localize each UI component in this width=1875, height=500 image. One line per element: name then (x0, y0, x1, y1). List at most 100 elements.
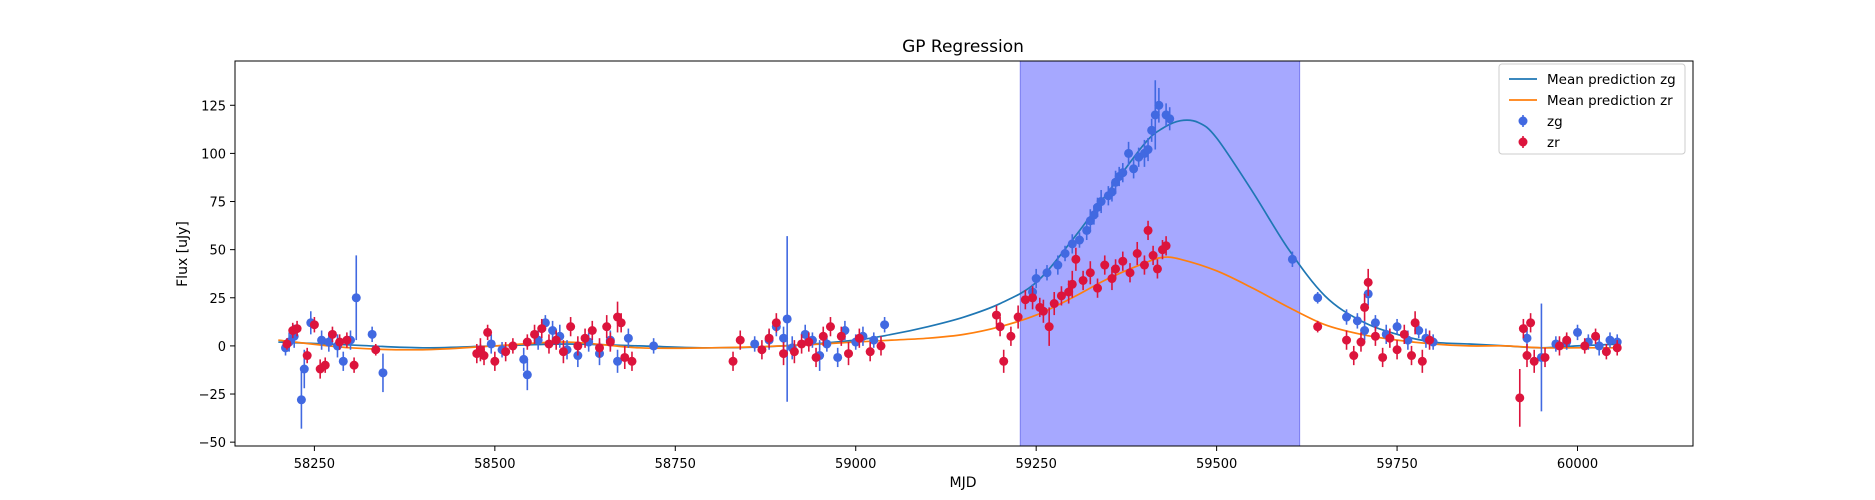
point-zg-7 (324, 337, 334, 347)
point-zr-84 (1342, 335, 1352, 345)
point-zr-44 (804, 337, 814, 347)
legend-label-1: Mean prediction zr (1547, 93, 1673, 109)
point-zr-11 (371, 345, 381, 355)
point-zr-80 (1152, 264, 1162, 274)
series-zr (282, 220, 1622, 427)
point-zr-15 (483, 327, 493, 337)
point-zr-100 (1522, 351, 1532, 361)
point-zg-6 (317, 335, 327, 345)
point-zr-95 (1410, 318, 1420, 328)
point-zg-53 (1074, 235, 1084, 245)
point-zr-55 (999, 356, 1009, 366)
point-zr-39 (764, 333, 774, 343)
point-zr-86 (1356, 337, 1366, 347)
point-zr-92 (1392, 345, 1402, 355)
point-zg-76 (1342, 312, 1352, 322)
point-zg-52 (1067, 239, 1077, 249)
point-zr-58 (1020, 295, 1030, 305)
point-zr-30 (602, 322, 612, 332)
point-zr-48 (836, 331, 846, 341)
point-zr-83 (1313, 322, 1323, 332)
point-zr-41 (779, 349, 789, 359)
legend-box (1498, 63, 1686, 155)
point-zr-27 (580, 333, 590, 343)
point-zr-20 (530, 329, 540, 339)
point-zr-25 (566, 322, 576, 332)
point-zr-62 (1044, 322, 1054, 332)
point-zr-76 (1132, 249, 1142, 258)
point-zr-26 (573, 341, 583, 351)
point-zr-23 (551, 335, 561, 345)
point-zr-71 (1100, 260, 1110, 270)
point-zg-34 (779, 333, 789, 343)
point-zr-53 (991, 310, 1001, 320)
point-zg-21 (548, 326, 558, 335)
y-axis-label: Flux [uJy] (175, 221, 191, 287)
point-zg-28 (613, 356, 623, 366)
y-tick-label-0: 0 (218, 340, 226, 355)
point-zr-61 (1038, 306, 1048, 316)
point-zr-73 (1111, 264, 1121, 274)
legend-label-0: Mean prediction zg (1547, 72, 1676, 88)
point-zr-85 (1349, 351, 1359, 361)
x-axis-label: MJD (950, 475, 977, 491)
point-zg-77 (1352, 316, 1362, 326)
series-zg (281, 80, 1622, 429)
point-zr-18 (508, 341, 518, 351)
point-zg-60 (1107, 187, 1117, 197)
legend-marker-2 (1518, 116, 1528, 126)
point-zr-102 (1529, 356, 1539, 366)
point-zg-46 (880, 320, 890, 330)
point-zr-78 (1143, 225, 1153, 235)
point-zg-30 (649, 341, 659, 351)
point-zg-4 (299, 364, 309, 374)
point-zg-63 (1118, 168, 1128, 178)
point-zr-75 (1125, 268, 1135, 278)
point-zg-78 (1360, 326, 1370, 335)
point-zr-66 (1067, 279, 1077, 289)
point-zr-72 (1107, 274, 1117, 284)
point-zr-57 (1013, 312, 1023, 322)
point-zr-64 (1056, 291, 1066, 301)
point-zr-52 (876, 341, 886, 351)
series-line-zg (278, 119, 1621, 349)
x-tick-label-58250: 58250 (294, 457, 335, 472)
point-zg-15 (486, 339, 496, 349)
chart-title: GP Regression (902, 37, 1024, 57)
point-zg-75 (1313, 293, 1323, 303)
axes-frame (234, 60, 1694, 447)
point-zg-91 (1573, 327, 1583, 337)
point-zr-38 (757, 345, 767, 355)
point-zg-48 (1031, 274, 1041, 284)
point-zr-67 (1071, 254, 1081, 264)
point-zr-2 (292, 324, 302, 334)
point-zr-94 (1407, 351, 1417, 361)
point-zr-46 (818, 331, 828, 341)
x-tick-label-60000: 60000 (1557, 457, 1598, 472)
point-zr-16 (490, 356, 500, 366)
point-zr-103 (1540, 352, 1550, 362)
point-zr-106 (1580, 341, 1590, 351)
legend-marker-3 (1518, 137, 1528, 147)
point-zr-8 (335, 337, 345, 347)
x-tick-label-59750: 59750 (1376, 457, 1417, 472)
point-zg-29 (623, 333, 633, 343)
point-zr-90 (1378, 352, 1388, 362)
point-zr-36 (728, 356, 738, 366)
point-zg-70 (1150, 110, 1160, 120)
point-zg-51 (1060, 249, 1070, 258)
point-zr-22 (544, 339, 554, 349)
point-zr-87 (1360, 302, 1370, 312)
point-zg-74 (1287, 254, 1297, 264)
point-zg-56 (1089, 210, 1099, 220)
point-zr-7 (327, 329, 337, 339)
point-zg-12 (367, 329, 377, 339)
point-zr-29 (595, 343, 604, 353)
point-zr-33 (616, 318, 626, 328)
x-tick-label-58500: 58500 (474, 457, 515, 472)
point-zg-17 (519, 354, 529, 364)
y-tick-label-25: 25 (209, 292, 226, 307)
point-zg-71 (1154, 100, 1164, 110)
point-zr-69 (1085, 268, 1095, 278)
